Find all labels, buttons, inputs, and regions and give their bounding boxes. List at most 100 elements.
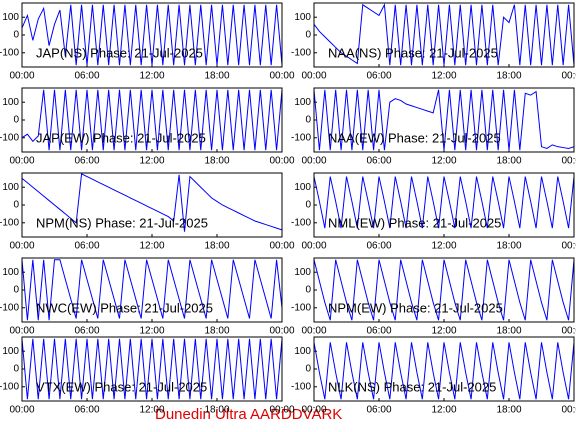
y-tick-label: 100 [294, 182, 311, 193]
x-tick-label: 18:00 [204, 71, 229, 82]
x-tick-label: 18:00 [496, 241, 521, 252]
x-tick-label: 00:00 [9, 71, 34, 82]
x-tick-label: 00:00 [9, 241, 34, 252]
x-tick-label: 12:00 [431, 156, 456, 167]
panel-frame [313, 87, 575, 153]
x-tick-label: 06:00 [74, 326, 99, 337]
x-tick-label: 18:00 [496, 326, 521, 337]
x-tick-label: 12:00 [139, 156, 164, 167]
x-tick-label: 12:00 [431, 71, 456, 82]
x-tick-label: 00:00 [269, 241, 294, 252]
x-tick-label: 00:00 [9, 405, 34, 416]
x-tick-label: 00:00 [301, 241, 326, 252]
y-tick-label: -100 [0, 381, 19, 392]
x-tick-label: 00:00 [269, 326, 294, 337]
y-tick-label: 0 [305, 30, 311, 41]
x-tick-label: 00:00 [301, 71, 326, 82]
x-tick-label: 00:00 [561, 326, 576, 337]
x-tick-label: 06:00 [366, 241, 391, 252]
phase-line [314, 259, 574, 321]
y-tick-label: -100 [291, 302, 311, 313]
x-tick-label: 18:00 [204, 241, 229, 252]
panel-frame [21, 2, 283, 68]
footer: Dunedin Ultra AARDDVARK [155, 406, 342, 423]
y-tick-label: -100 [291, 217, 311, 228]
panel-frame [21, 257, 283, 323]
panel-frame [313, 2, 575, 68]
x-tick-label: 12:00 [431, 405, 456, 416]
x-tick-label: 06:00 [366, 71, 391, 82]
x-tick-label: 00:00 [9, 326, 34, 337]
x-tick-label: 00:00 [561, 405, 576, 416]
y-tick-label: -100 [0, 132, 19, 143]
y-tick-label: -100 [0, 302, 19, 313]
x-tick-label: 18:00 [204, 405, 229, 416]
y-tick-label: 0 [305, 364, 311, 375]
y-tick-label: 100 [294, 267, 311, 278]
phase-line [22, 259, 282, 321]
panel-title: JAP(NS) Phase: 21-Jul-2025 [36, 45, 203, 60]
y-tick-label: 100 [2, 346, 19, 357]
x-tick-label: 06:00 [74, 156, 99, 167]
panel-title: NLK(NS) Phase: 21-Jul-2025 [328, 379, 496, 394]
x-tick-label: 18:00 [204, 156, 229, 167]
x-tick-label: 12:00 [139, 326, 164, 337]
y-tick-label: -100 [0, 217, 19, 228]
y-tick-label: 100 [2, 182, 19, 193]
phase-line [22, 89, 282, 151]
y-tick-label: -100 [0, 47, 19, 58]
x-tick-label: 06:00 [366, 405, 391, 416]
x-tick-label: 18:00 [204, 326, 229, 337]
x-tick-label: 12:00 [431, 326, 456, 337]
y-tick-label: 0 [13, 200, 19, 211]
x-tick-label: 00:00 [561, 156, 576, 167]
y-tick-label: 100 [2, 12, 19, 23]
x-tick-label: 06:00 [74, 405, 99, 416]
y-tick-label: 0 [305, 115, 311, 126]
panel: -100010000:0006:0012:0018:0000:00NAA(NS)… [291, 2, 576, 82]
x-tick-label: 00:00 [269, 405, 294, 416]
phase-line [22, 4, 282, 66]
panel-frame [313, 257, 575, 323]
phase-line [314, 3, 574, 66]
y-tick-label: 0 [13, 30, 19, 41]
y-tick-label: 0 [13, 364, 19, 375]
x-tick-label: 06:00 [366, 326, 391, 337]
panel-frame [21, 336, 283, 402]
panel-title: NML(EW) Phase: 21-Jul-2025 [328, 215, 501, 230]
phase-line [314, 89, 574, 151]
y-tick-label: 100 [294, 12, 311, 23]
x-tick-label: 00:00 [269, 156, 294, 167]
panel-title: NAA(NS) Phase: 21-Jul-2025 [328, 45, 498, 60]
x-tick-label: 00:00 [9, 156, 34, 167]
panel-frame [313, 172, 575, 238]
phase-line [22, 173, 282, 232]
panel-title: NPM(NS) Phase: 21-Jul-2025 [36, 215, 208, 230]
x-tick-label: 06:00 [366, 156, 391, 167]
y-tick-label: 100 [294, 97, 311, 108]
y-tick-label: 100 [2, 267, 19, 278]
x-tick-label: 12:00 [139, 71, 164, 82]
panel-title: NAA(EW) Phase: 21-Jul-2025 [328, 130, 501, 145]
x-tick-label: 00:00 [301, 326, 326, 337]
y-tick-label: -100 [291, 132, 311, 143]
x-tick-label: 18:00 [496, 156, 521, 167]
x-tick-label: 12:00 [139, 405, 164, 416]
panel-frame [21, 87, 283, 153]
panel-title: NPM(EW) Phase: 21-Jul-2025 [328, 300, 503, 315]
x-tick-label: 18:00 [496, 405, 521, 416]
panel-title: VTX(EW) Phase: 21-Jul-2025 [36, 379, 207, 394]
x-tick-label: 00:00 [269, 71, 294, 82]
y-tick-label: 0 [305, 200, 311, 211]
panel-frame [313, 336, 575, 402]
panel-frame [21, 172, 283, 238]
y-tick-label: -100 [291, 47, 311, 58]
phase-line [314, 176, 574, 229]
x-tick-label: 00:00 [301, 156, 326, 167]
panel: -100010000:0006:0012:0018:0000:00NAA(EW)… [291, 87, 576, 167]
